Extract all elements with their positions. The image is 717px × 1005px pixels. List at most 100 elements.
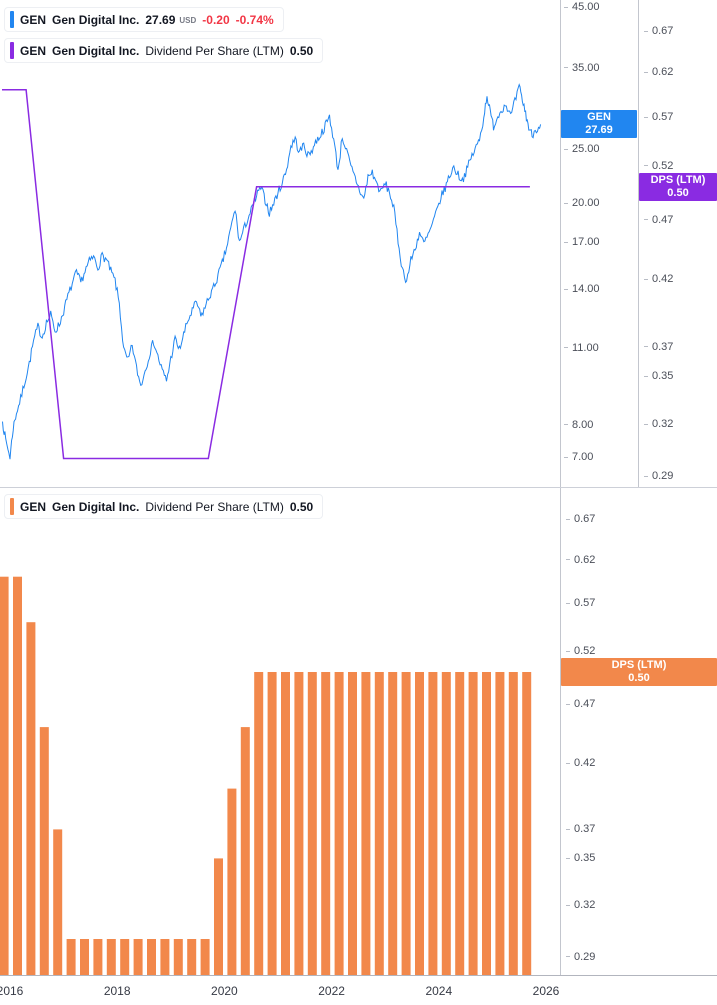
axis-tick-mark	[566, 603, 570, 605]
time-axis-label: 2020	[211, 984, 238, 998]
axis-border-line	[560, 0, 561, 487]
dps-bar-chart-plot[interactable]	[0, 488, 560, 975]
axis-border-line	[560, 488, 561, 975]
axis-tick-mark	[566, 858, 570, 859]
axis-tick-mark	[566, 651, 570, 653]
axis-tick-label: 0.37	[644, 341, 673, 354]
axis-tick-mark	[564, 202, 568, 204]
time-axis[interactable]: 2016 2018 2020 2022 2024 2026	[0, 975, 717, 1005]
dps-axis-bottom[interactable]: 0.67 0.62 0.57 0.52 0.47 0.42 0.37 0.35 0.32 0.29	[560, 488, 717, 975]
axis-tick-mark	[644, 423, 648, 425]
dps-badge-label: DPS (LTM)	[611, 658, 667, 671]
scale-separator-line	[638, 0, 639, 487]
axis-tick-label: 0.67	[566, 513, 595, 526]
legend-currency: USD	[179, 16, 197, 25]
legend-change-percent: -0.74%	[235, 12, 274, 27]
axis-tick-label: 8.00	[564, 419, 593, 432]
legend-metric-name: Dividend Per Share (LTM)	[145, 43, 284, 58]
legend-company-name: Gen Digital Inc.	[52, 499, 140, 514]
time-axis-label: 2016	[0, 984, 24, 998]
dps-badge-value: 0.50	[667, 186, 689, 199]
axis-tick-mark	[564, 148, 568, 150]
price-badge-symbol: GEN	[587, 111, 611, 124]
dps-last-value-badge-bottom: DPS (LTM) 0.50	[561, 657, 717, 686]
price-chart-plot[interactable]	[0, 0, 560, 487]
axis-tick-mark	[644, 279, 648, 281]
axis-tick-label: 20.00	[564, 197, 600, 210]
price-last-value-badge: GEN 27.69	[561, 110, 637, 139]
price-pane: GEN Gen Digital Inc. 27.69 USD -0.20 -0.…	[0, 0, 717, 487]
axis-tick-label: 0.42	[566, 757, 595, 770]
axis-tick-label: 0.52	[644, 160, 673, 173]
dps-badge-label: DPS (LTM)	[650, 173, 706, 186]
axis-tick-mark	[566, 956, 570, 958]
axis-tick-label: 7.00	[564, 451, 593, 464]
price-series-marker-icon	[10, 11, 14, 28]
axis-tick-mark	[644, 30, 648, 32]
axis-tick-label: 45.00	[564, 1, 600, 14]
axis-tick-label: 0.42	[644, 273, 673, 286]
axis-tick-label: 0.62	[566, 554, 595, 567]
axis-tick-mark	[644, 165, 648, 167]
axis-tick-mark	[644, 346, 648, 348]
axis-tick-label: 0.35	[566, 852, 595, 865]
dps-axis[interactable]: 0.67 0.62 0.57 0.52 0.47 0.42 0.37 0.35 0.32 0.29	[638, 0, 717, 487]
axis-tick-mark	[644, 476, 648, 478]
axis-tick-label: 0.29	[644, 470, 673, 483]
axis-tick-mark	[564, 456, 568, 458]
axis-tick-mark	[566, 828, 570, 830]
axis-tick-label: 0.67	[644, 25, 673, 38]
legend-metric-value: 0.50	[289, 43, 314, 58]
axis-tick-mark	[564, 424, 568, 426]
axis-tick-mark	[566, 904, 570, 906]
axis-tick-mark	[644, 376, 648, 378]
axis-tick-label: 0.57	[644, 111, 673, 124]
axis-tick-label: 0.32	[566, 899, 595, 912]
axis-tick-label: 0.37	[566, 823, 595, 836]
axis-tick-label: 35.00	[564, 62, 600, 75]
price-axis[interactable]: 45.00 35.00 25.00 20.00 17.00 14.00 11.00 8.00 7…	[560, 0, 638, 487]
legend-price-row[interactable]: GEN Gen Digital Inc. 27.69 USD -0.20 -0.…	[4, 7, 284, 32]
legend-dps-overlay-row[interactable]: GEN Gen Digital Inc. Dividend Per Share …	[4, 38, 324, 63]
legend-metric-value: 0.50	[289, 499, 314, 514]
price-badge-value: 27.69	[585, 124, 613, 137]
legend-dps-pane-row[interactable]: GEN Gen Digital Inc. Dividend Per Share …	[4, 494, 324, 519]
axis-tick-mark	[644, 219, 648, 221]
time-axis-label: 2022	[318, 984, 345, 998]
dps-pane: GEN Gen Digital Inc. Dividend Per Share …	[0, 488, 717, 975]
axis-tick-mark	[566, 518, 570, 520]
legend-company-name: Gen Digital Inc.	[52, 43, 140, 58]
axis-tick-mark	[644, 116, 648, 118]
axis-tick-mark	[564, 6, 568, 8]
legend-change-absolute: -0.20	[202, 12, 230, 27]
axis-tick-mark	[644, 71, 648, 73]
axis-tick-mark	[564, 241, 568, 243]
legend-symbol: GEN	[20, 12, 47, 27]
legend-company-name: Gen Digital Inc.	[52, 12, 140, 27]
axis-tick-label: 0.57	[566, 597, 595, 610]
axis-tick-mark	[566, 762, 570, 764]
legend-symbol: GEN	[20, 499, 47, 514]
dps-bars-series-marker-icon	[10, 498, 14, 515]
legend-symbol: GEN	[20, 43, 47, 58]
axis-tick-label: 0.35	[644, 370, 673, 383]
axis-tick-label: 0.32	[644, 418, 673, 431]
legend-last-price: 27.69	[145, 12, 176, 27]
dps-last-value-badge: DPS (LTM) 0.50	[639, 172, 717, 201]
axis-tick-label: 0.52	[566, 645, 595, 658]
axis-tick-mark	[564, 347, 568, 349]
axis-tick-label: 0.62	[644, 66, 673, 79]
axis-tick-mark	[566, 703, 570, 705]
axis-tick-label: 25.00	[564, 143, 600, 156]
axis-tick-label: 11.00	[564, 342, 599, 355]
axis-tick-mark	[566, 559, 570, 561]
axis-tick-label: 0.47	[644, 214, 673, 227]
time-axis-label: 2024	[425, 984, 453, 998]
pane-separator-line[interactable]	[0, 487, 717, 488]
legend-metric-name: Dividend Per Share (LTM)	[145, 499, 284, 514]
axis-tick-mark	[564, 288, 568, 290]
time-axis-label: 2026	[532, 984, 560, 998]
axis-tick-label: 0.29	[566, 951, 595, 964]
time-axis-label: 2018	[103, 984, 131, 998]
